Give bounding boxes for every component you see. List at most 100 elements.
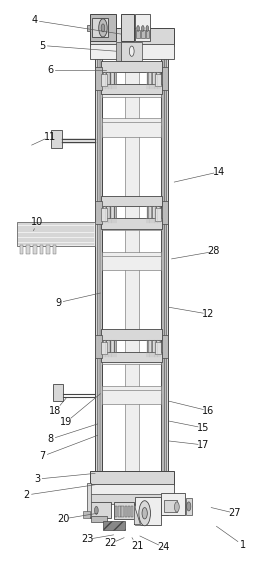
Bar [83, 511, 90, 518]
Text: 27: 27 [229, 508, 241, 518]
Bar [101, 84, 162, 94]
Bar [53, 245, 56, 254]
Bar [128, 506, 130, 517]
Bar [103, 206, 116, 223]
Bar [97, 43, 100, 509]
Bar [95, 335, 102, 358]
Text: 7: 7 [39, 451, 45, 461]
Bar [92, 18, 108, 37]
Bar [102, 224, 161, 230]
Bar [136, 30, 140, 38]
Text: 21: 21 [131, 541, 143, 551]
Bar [164, 500, 177, 512]
Bar [95, 201, 102, 224]
Text: 20: 20 [57, 514, 69, 524]
Bar [101, 329, 162, 340]
Bar [121, 506, 124, 517]
Bar [141, 30, 145, 38]
Bar [101, 352, 162, 362]
Bar [147, 206, 160, 223]
Text: 19: 19 [60, 417, 72, 427]
Text: 8: 8 [47, 434, 53, 444]
Bar [135, 497, 161, 525]
Bar [125, 43, 139, 509]
Bar [90, 14, 116, 41]
Bar [102, 118, 161, 125]
Bar [147, 340, 160, 357]
Bar [101, 61, 162, 72]
Bar [90, 494, 174, 504]
Bar [90, 44, 174, 59]
Bar [101, 74, 107, 86]
Circle shape [139, 501, 150, 526]
Text: 23: 23 [81, 534, 93, 545]
Circle shape [101, 24, 105, 32]
Bar [135, 14, 150, 41]
Bar [147, 72, 160, 89]
Bar [53, 384, 63, 401]
Bar [90, 502, 111, 518]
Text: 24: 24 [158, 542, 170, 552]
Circle shape [175, 502, 179, 512]
Bar [161, 37, 168, 515]
Text: 11: 11 [44, 131, 56, 142]
Bar [102, 386, 161, 393]
Bar [46, 245, 50, 254]
Bar [51, 130, 62, 148]
Bar [162, 201, 168, 224]
Bar [102, 122, 161, 137]
Bar [102, 90, 161, 97]
Text: 6: 6 [47, 65, 53, 75]
Bar [186, 498, 192, 515]
Text: 9: 9 [55, 298, 61, 308]
Bar [121, 42, 142, 61]
Text: 22: 22 [105, 538, 117, 549]
Bar [102, 252, 161, 259]
Text: 28: 28 [208, 246, 220, 257]
Text: 10: 10 [31, 217, 43, 227]
Circle shape [137, 26, 139, 31]
Bar [102, 390, 161, 404]
Text: 17: 17 [197, 440, 209, 450]
Bar [121, 14, 134, 41]
Bar [103, 72, 116, 89]
Bar [87, 483, 91, 517]
Bar [162, 335, 168, 358]
Bar [101, 342, 107, 354]
Text: 3: 3 [34, 474, 40, 484]
Text: 12: 12 [202, 309, 215, 319]
Bar [162, 43, 164, 509]
Circle shape [129, 46, 134, 56]
Bar [90, 471, 174, 485]
Circle shape [142, 508, 147, 519]
Text: 5: 5 [39, 40, 45, 51]
Bar [102, 357, 161, 364]
Text: 16: 16 [202, 406, 215, 416]
Bar [102, 256, 161, 270]
Bar [90, 484, 174, 495]
Circle shape [187, 502, 191, 511]
Bar [155, 208, 161, 221]
Bar [101, 208, 107, 221]
Bar [118, 506, 121, 517]
Bar [146, 30, 149, 38]
Bar [103, 340, 116, 357]
Bar [40, 245, 43, 254]
Bar [101, 218, 162, 229]
Text: 14: 14 [213, 167, 225, 177]
Bar [116, 42, 121, 61]
Bar [26, 245, 30, 254]
Text: 2: 2 [23, 490, 30, 500]
Text: 4: 4 [31, 15, 37, 26]
Bar [155, 74, 161, 86]
Bar [115, 506, 117, 517]
Bar [164, 43, 166, 509]
Bar [95, 67, 102, 90]
Circle shape [142, 26, 144, 31]
Text: 1: 1 [240, 540, 246, 550]
Bar [125, 506, 127, 517]
Circle shape [146, 26, 149, 31]
Bar [17, 222, 95, 246]
Bar [20, 245, 23, 254]
Bar [155, 342, 161, 354]
